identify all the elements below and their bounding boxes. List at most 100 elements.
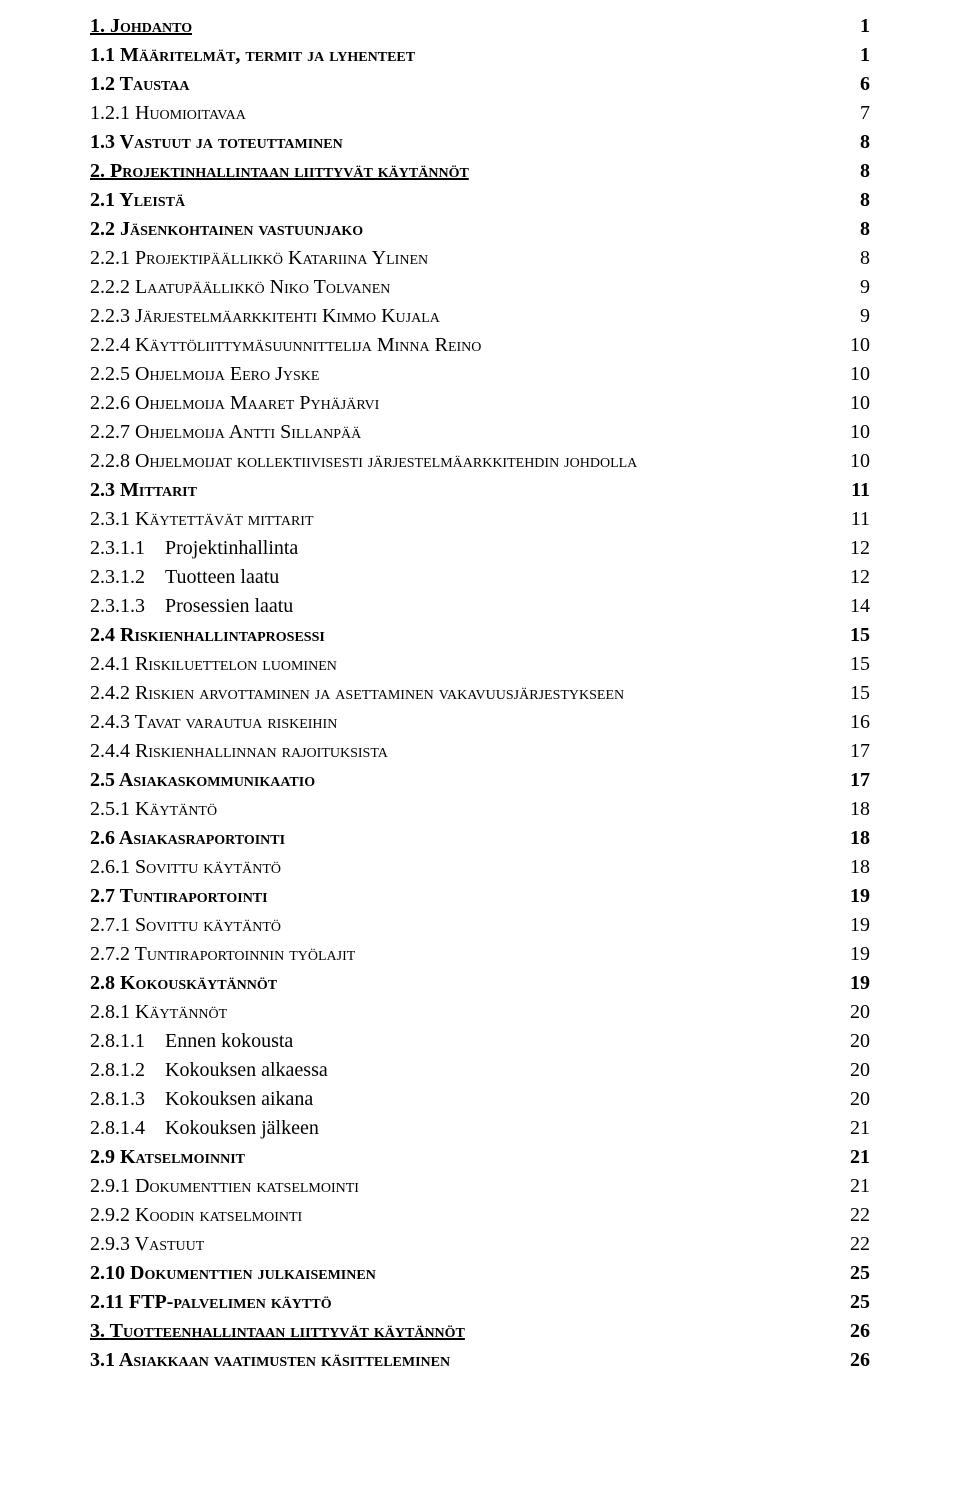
toc-entry-label: 2.9.1 Dokumenttien katselmointi (90, 1172, 359, 1201)
toc-entry-number: 2.8.1.3 (90, 1088, 145, 1110)
toc-entry-page: 26 (838, 1317, 870, 1346)
toc-entry-page: 25 (838, 1288, 870, 1317)
toc-entry-label: 2.9.3 Vastuut (90, 1230, 204, 1259)
toc-entry-title: Asiakasraportointi (119, 827, 285, 849)
toc-entry-label: 2.3.1.2 Tuotteen laatu (90, 563, 279, 592)
toc-entry-label: 2.2.2 Laatupäällikkö Niko Tolvanen (90, 273, 390, 302)
toc-entry-label: 2.2 Jäsenkohtainen vastuunjako (90, 215, 363, 244)
toc-entry-title: Sovittu käytäntö (135, 856, 281, 878)
toc-entry: 2.7 Tuntiraportointi19 (90, 882, 870, 911)
toc-entry-label: 2.8.1.1 Ennen kokousta (90, 1027, 293, 1056)
toc-entry-page: 11 (839, 505, 870, 534)
toc-entry-title: Laatupäällikkö Niko Tolvanen (135, 276, 390, 298)
toc-entry-label: 2.3.1.3 Prosessien laatu (90, 592, 293, 621)
toc-entry-label: 2.3 Mittarit (90, 476, 197, 505)
toc-entry-label: 2.2.4 Käyttöliittymäsuunnittelija Minna … (90, 331, 481, 360)
toc-entry-title: Ohjelmoija Eero Jyske (135, 363, 319, 385)
toc-entry-page: 6 (848, 70, 870, 99)
toc-entry: 2.2.2 Laatupäällikkö Niko Tolvanen 9 (90, 273, 870, 302)
toc-entry-page: 11 (839, 476, 870, 505)
toc-entry-label: 3.1 Asiakkaan vaatimusten käsitteleminen (90, 1346, 450, 1375)
toc-entry-page: 19 (838, 882, 870, 911)
toc-entry-title: Asiakaskommunikaatio (119, 769, 315, 791)
toc-entry-number: 2.2.8 (90, 450, 130, 472)
toc-entry-number: 2.10 (90, 1262, 125, 1284)
toc-entry-title: Kokouksen jälkeen (165, 1117, 319, 1139)
toc-entry-number: 2.2.7 (90, 421, 130, 443)
toc-entry-page: 1 (848, 12, 870, 41)
toc-entry: 2.9.3 Vastuut22 (90, 1230, 870, 1259)
toc-entry-title: Sovittu käytäntö (135, 914, 281, 936)
toc-entry-label: 2.9 Katselmoinnit (90, 1143, 245, 1172)
toc-entry: 2.9.2 Koodin katselmointi 22 (90, 1201, 870, 1230)
toc-entry-label: 2.7.2 Tuntiraportoinnin työlajit (90, 940, 355, 969)
toc-entry-label: 2.3.1.1 Projektinhallinta (90, 534, 298, 563)
toc-entry: 2.8.1.2 Kokouksen alkaessa20 (90, 1056, 870, 1085)
toc-entry-number: 2.6.1 (90, 856, 130, 878)
toc-entry-label: 1.1 Määritelmät, termit ja lyhenteet (90, 41, 415, 70)
toc-entry-page: 10 (838, 331, 870, 360)
toc-entry: 2.4.1 Riskiluettelon luominen15 (90, 650, 870, 679)
toc-entry-number: 2.6 (90, 827, 115, 849)
toc-entry-label: 2.2.7 Ohjelmoija Antti Sillanpää (90, 418, 361, 447)
toc-entry-title: Käytännöt (135, 1001, 227, 1023)
toc-entry-title: Johdanto (110, 15, 192, 37)
toc-entry: 2.1 Yleistä8 (90, 186, 870, 215)
toc-entry-label: 2.11 FTP-palvelimen käyttö (90, 1288, 332, 1317)
toc-entry-number: 1.1 (90, 44, 115, 66)
toc-entry-number: 3.1 (90, 1349, 115, 1371)
toc-entry-label: 2. Projektinhallintaan liittyvät käytänn… (90, 157, 469, 186)
toc-entry-page: 22 (838, 1201, 870, 1230)
toc-entry-title: Taustaa (120, 73, 190, 95)
toc-entry: 2.4.4 Riskienhallinnan rajoituksista17 (90, 737, 870, 766)
toc-entry: 2.3.1.1 Projektinhallinta12 (90, 534, 870, 563)
toc-entry-title: Vastuut (135, 1233, 205, 1255)
toc-entry-label: 2.9.2 Koodin katselmointi (90, 1201, 302, 1230)
toc-entry-number: 2.2.3 (90, 305, 130, 327)
toc-entry: 2.2.7 Ohjelmoija Antti Sillanpää 10 (90, 418, 870, 447)
toc-entry-label: 2.2.1 Projektipäällikkö Katariina Ylinen (90, 244, 428, 273)
toc-entry-label: 2.8.1.3 Kokouksen aikana (90, 1085, 313, 1114)
toc-entry: 2.3.1.2 Tuotteen laatu 12 (90, 563, 870, 592)
toc-entry-title: Koodin katselmointi (135, 1204, 302, 1226)
toc-entry-number: 2.2.5 (90, 363, 130, 385)
toc-entry-label: 1.2 Taustaa (90, 70, 190, 99)
toc-entry-page: 9 (848, 273, 870, 302)
toc-entry-page: 19 (838, 911, 870, 940)
toc-entry-page: 8 (848, 186, 870, 215)
toc-entry-title: Projektinhallinta (165, 537, 298, 559)
toc-entry-number: 2.4 (90, 624, 115, 646)
toc-entry-page: 10 (838, 418, 870, 447)
toc-entry-page: 20 (838, 1085, 870, 1114)
toc-entry-page: 21 (838, 1143, 870, 1172)
toc-entry-label: 2.6.1 Sovittu käytäntö (90, 853, 281, 882)
toc-entry-number: 2.5 (90, 769, 115, 791)
toc-entry-page: 17 (838, 766, 870, 795)
toc-entry-title: Riskienhallinnan rajoituksista (135, 740, 388, 762)
toc-entry-label: 2.10 Dokumenttien julkaiseminen (90, 1259, 376, 1288)
toc-entry-label: 2.6 Asiakasraportointi (90, 824, 285, 853)
toc-entry-title: Riskien arvottaminen ja asettaminen vaka… (135, 682, 624, 704)
toc-entry-number: 2.9.3 (90, 1233, 130, 1255)
toc-entry-number: 2.9.2 (90, 1204, 130, 1226)
toc-entry-page: 12 (838, 563, 870, 592)
toc-entry-number: 1.2 (90, 73, 115, 95)
toc-entry: 2.3.1 Käytettävät mittarit11 (90, 505, 870, 534)
toc-entry-label: 1.3 Vastuut ja toteuttaminen (90, 128, 343, 157)
toc-entry-number: 3. (90, 1320, 105, 1342)
toc-entry-label: 2.2.5 Ohjelmoija Eero Jyske (90, 360, 319, 389)
toc-entry-number: 2.7.2 (90, 943, 130, 965)
toc-entry-title: Yleistä (119, 189, 185, 211)
toc-entry-number: 2.8.1.2 (90, 1059, 145, 1081)
toc-entry-title: FTP-palvelimen käyttö (129, 1291, 332, 1313)
toc-entry-number: 2.3.1.1 (90, 537, 145, 559)
toc-entry-number: 2.2.6 (90, 392, 130, 414)
toc-entry: 2.8.1.4 Kokouksen jälkeen21 (90, 1114, 870, 1143)
toc-entry-number: 2.8.1.4 (90, 1117, 145, 1139)
toc-entry: 2.2 Jäsenkohtainen vastuunjako8 (90, 215, 870, 244)
toc-entry-title: Ohjelmoija Antti Sillanpää (135, 421, 361, 443)
toc-entry-page: 19 (838, 969, 870, 998)
toc-entry-title: Järjestelmäarkkitehti Kimmo Kujala (135, 305, 440, 327)
toc-entry-page: 15 (838, 679, 870, 708)
toc-entry-title: Ohjelmoija Maaret Pyhäjärvi (135, 392, 379, 414)
